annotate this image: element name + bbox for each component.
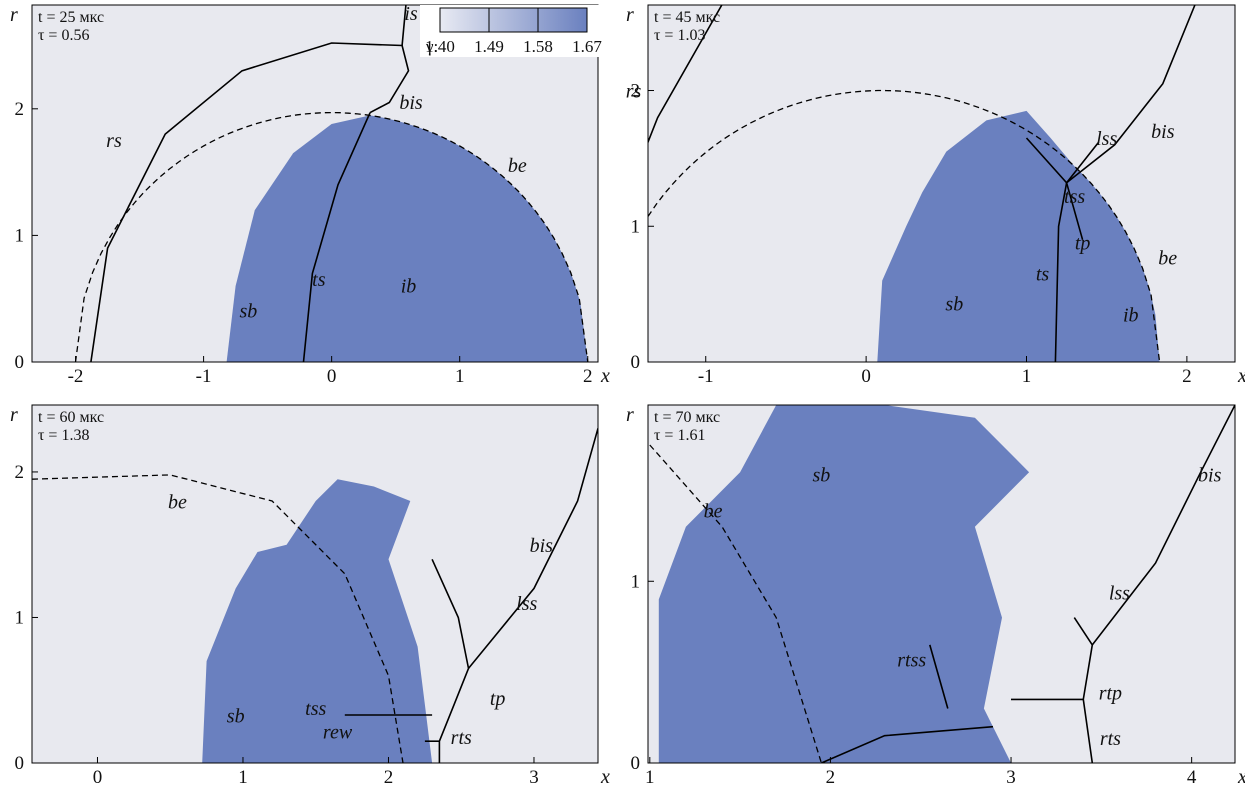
colorbar-tick-label: 1.40 (425, 37, 455, 56)
annotation: bis (399, 92, 423, 114)
annotation: lss (516, 593, 537, 615)
y-tick-label: 0 (631, 753, 641, 774)
annotation: is (404, 3, 418, 25)
annotation: sb (812, 464, 830, 486)
annotation: tp (1075, 232, 1091, 254)
x-tick-label: -2 (68, 366, 84, 387)
annotation: tss (305, 698, 326, 720)
y-tick-label: 0 (15, 753, 25, 774)
x-tick-label: 1 (645, 767, 655, 788)
y-tick-label: 0 (15, 352, 25, 373)
y-tick-label: 1 (15, 225, 25, 246)
annotation: rts (451, 727, 472, 749)
annotation: rts (1100, 728, 1121, 750)
annotation: rtp (1099, 682, 1122, 704)
y-axis-label: r (626, 404, 634, 426)
x-axis-label: x (600, 766, 610, 788)
tau-label: τ = 0.56 (38, 27, 89, 44)
x-tick-label: 1 (238, 767, 248, 788)
y-axis-label: r (10, 404, 18, 426)
annotation: sb (945, 293, 963, 315)
y-tick-label: 0 (631, 352, 641, 373)
annotation: ts (1036, 264, 1050, 286)
annotation: lss (1096, 128, 1117, 150)
x-tick-label: 2 (583, 366, 593, 387)
x-tick-label: 1 (1022, 366, 1032, 387)
annotation: tp (490, 688, 506, 710)
annotation: ts (312, 269, 326, 291)
x-tick-label: -1 (698, 366, 714, 387)
x-tick-label: 0 (327, 366, 337, 387)
x-tick-label: 2 (384, 767, 394, 788)
time-label: t = 60 мкс (38, 409, 104, 426)
annotation: be (168, 491, 187, 513)
colorbar-tick-label: 1.49 (474, 37, 504, 56)
time-label: t = 45 мкс (654, 9, 720, 26)
annotation: rtss (897, 650, 926, 672)
figure: -2-1012012xrt = 25 мксτ = 0.56isbisrsbet… (0, 0, 1245, 795)
annotation: sb (227, 705, 245, 727)
y-axis-label: r (626, 4, 634, 26)
x-tick-label: 1 (455, 366, 465, 387)
y-tick-label: 1 (15, 607, 25, 628)
y-tick-label: 1 (631, 571, 641, 592)
time-label: t = 25 мкс (38, 9, 104, 26)
x-tick-label: 3 (529, 767, 539, 788)
annotation: tss (1064, 186, 1085, 208)
y-tick-label: 1 (631, 216, 641, 237)
x-tick-label: 4 (1187, 767, 1197, 788)
x-tick-label: 2 (826, 767, 836, 788)
tau-label: τ = 1.38 (38, 427, 89, 444)
annotation: rs (626, 80, 642, 102)
tau-label: τ = 1.03 (654, 27, 705, 44)
annotation: rs (106, 130, 122, 152)
x-axis-label: x (600, 365, 610, 387)
annotation: be (1158, 247, 1177, 269)
colorbar-tick-label: 1.67 (572, 37, 602, 56)
time-label: t = 70 мкс (654, 409, 720, 426)
x-axis-label: x (1237, 365, 1245, 387)
x-tick-label: 0 (93, 767, 103, 788)
y-tick-label: 2 (15, 462, 25, 483)
colorbar-tick-label: 1.58 (523, 37, 553, 56)
x-tick-label: -1 (196, 366, 212, 387)
x-tick-label: 3 (1006, 767, 1016, 788)
x-tick-label: 0 (861, 366, 871, 387)
annotation: lss (1109, 582, 1130, 604)
y-tick-label: 2 (15, 99, 25, 120)
tau-label: τ = 1.61 (654, 427, 705, 444)
annotation: be (508, 155, 527, 177)
x-tick-label: 2 (1182, 366, 1192, 387)
annotation: ib (401, 275, 417, 297)
annotation: be (704, 501, 723, 523)
annotation: ib (1123, 304, 1139, 326)
colorbar (440, 8, 587, 32)
annotation: bis (1151, 121, 1175, 143)
annotation: sb (240, 301, 258, 323)
y-axis-label: r (10, 4, 18, 26)
annotation: bis (1198, 464, 1222, 486)
x-axis-label: x (1237, 766, 1245, 788)
annotation: rew (323, 721, 353, 743)
annotation: bis (530, 535, 554, 557)
